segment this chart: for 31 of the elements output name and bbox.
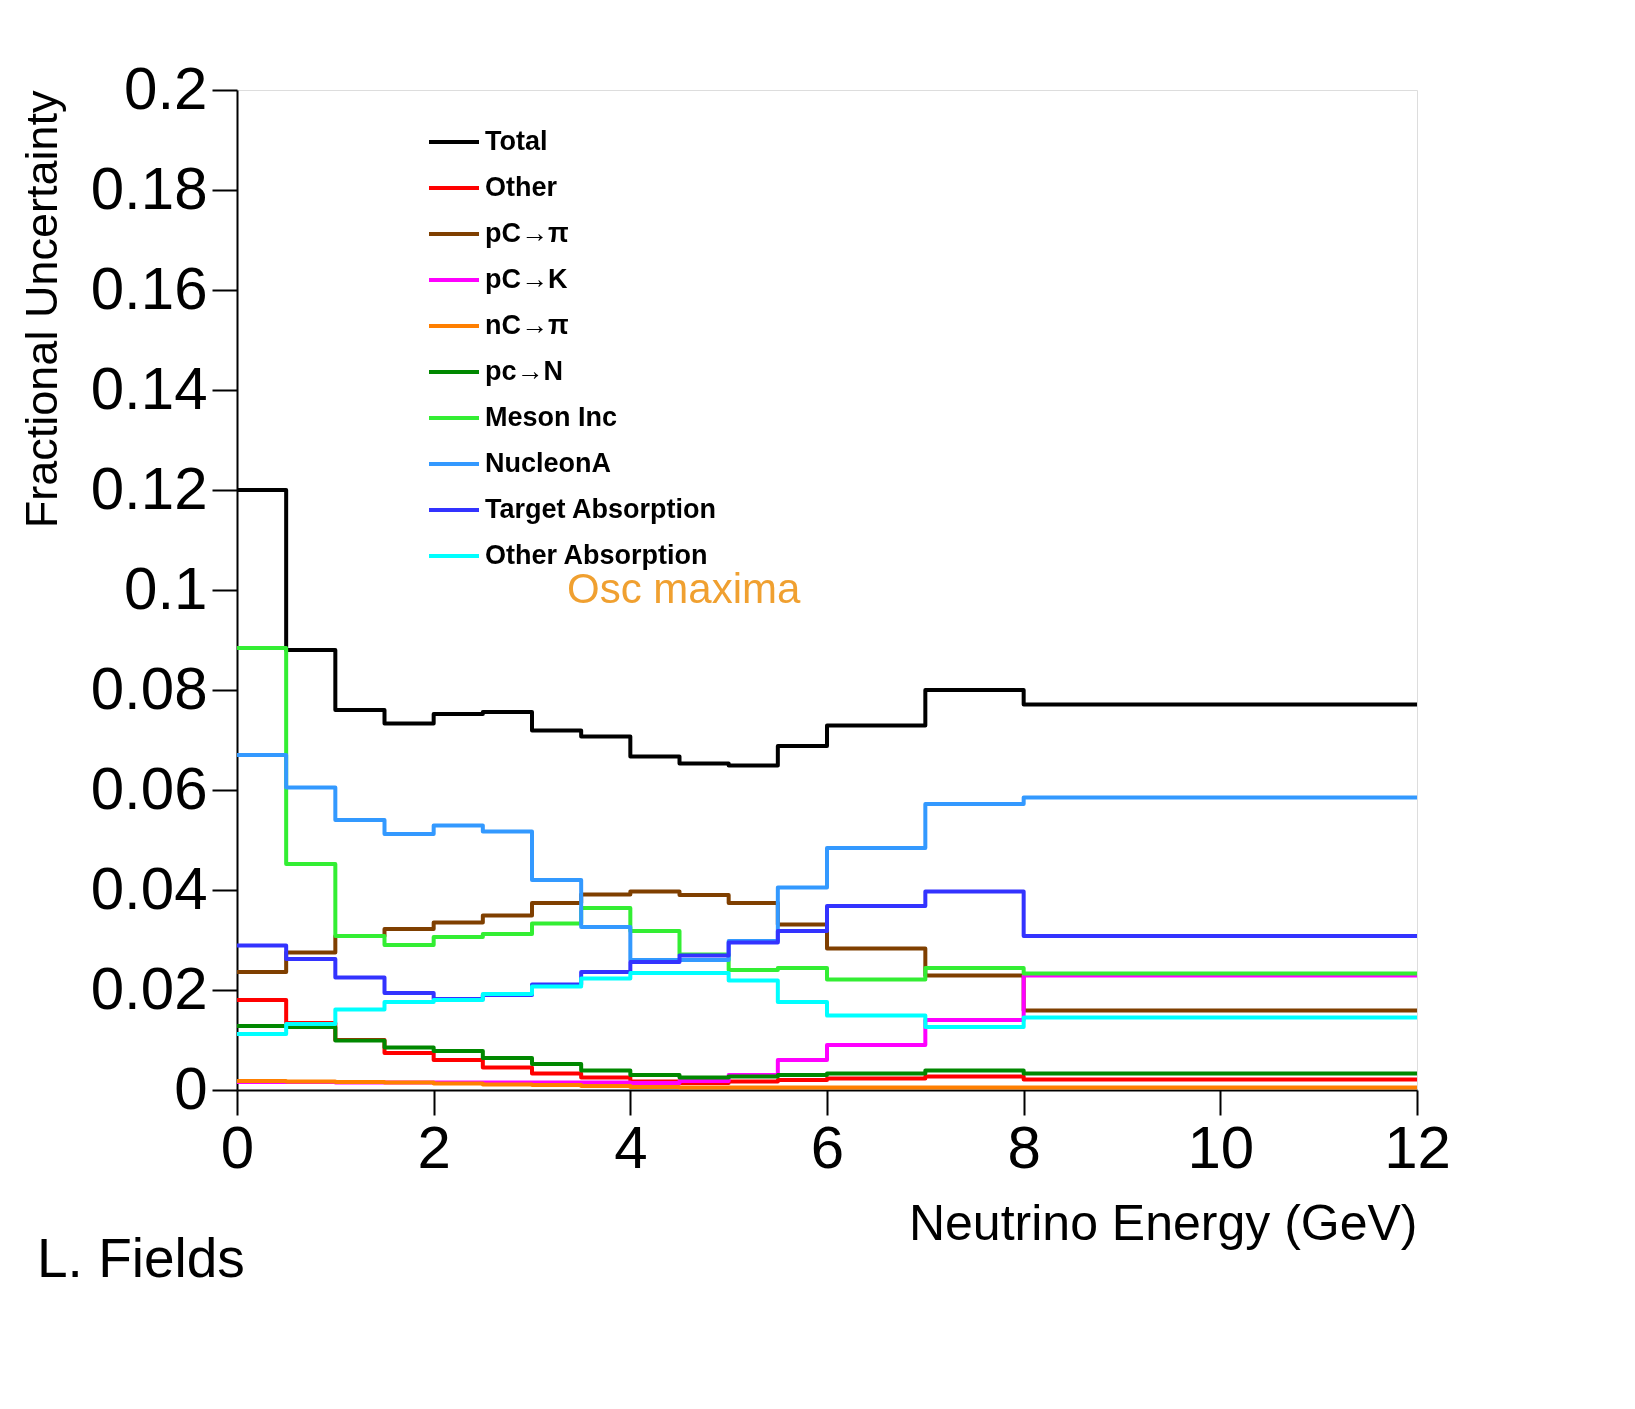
- x-tick-label: 6: [810, 1113, 845, 1181]
- y-tick-label: 0.14: [90, 354, 208, 422]
- y-tick-label: 0.12: [90, 454, 208, 522]
- x-tick-label: 10: [1187, 1113, 1255, 1181]
- y-axis-title: Fractional Uncertainty: [15, 90, 67, 529]
- legend-label: pc→N: [485, 356, 564, 386]
- legend-label: nC→π: [485, 310, 569, 340]
- x-tick-label: 8: [1007, 1113, 1041, 1181]
- y-tick-label: 0.18: [90, 154, 208, 222]
- text: L. Fields: [37, 1227, 245, 1289]
- y-tick-label: 0.16: [90, 254, 208, 322]
- legend-label: pC→K: [485, 264, 568, 294]
- legend-label: Meson Inc: [485, 402, 618, 432]
- y-tick-label: 0.2: [124, 54, 208, 122]
- x-tick-label: 4: [614, 1113, 648, 1181]
- y-tick-label: 0.06: [90, 754, 208, 822]
- legend-label: Other: [485, 172, 558, 202]
- x-axis-title: Neutrino Energy (GeV): [908, 1194, 1418, 1251]
- x-tick-label: 12: [1384, 1113, 1451, 1181]
- y-tick-label: 0: [174, 1054, 208, 1122]
- legend-label: Other Absorption: [485, 540, 708, 570]
- legend-label: Target Absorption: [485, 494, 716, 524]
- legend-label: Total: [485, 126, 548, 156]
- x-tick-label: 0: [220, 1113, 255, 1181]
- legend-label: NucleonA: [485, 448, 612, 478]
- legend-label: pC→π: [485, 218, 569, 248]
- y-tick-label: 0.08: [90, 654, 208, 722]
- y-tick-label: 0.1: [124, 554, 208, 622]
- y-tick-label: 0.02: [90, 954, 208, 1022]
- y-tick-label: 0.04: [90, 854, 208, 922]
- x-tick-label: 2: [417, 1113, 451, 1181]
